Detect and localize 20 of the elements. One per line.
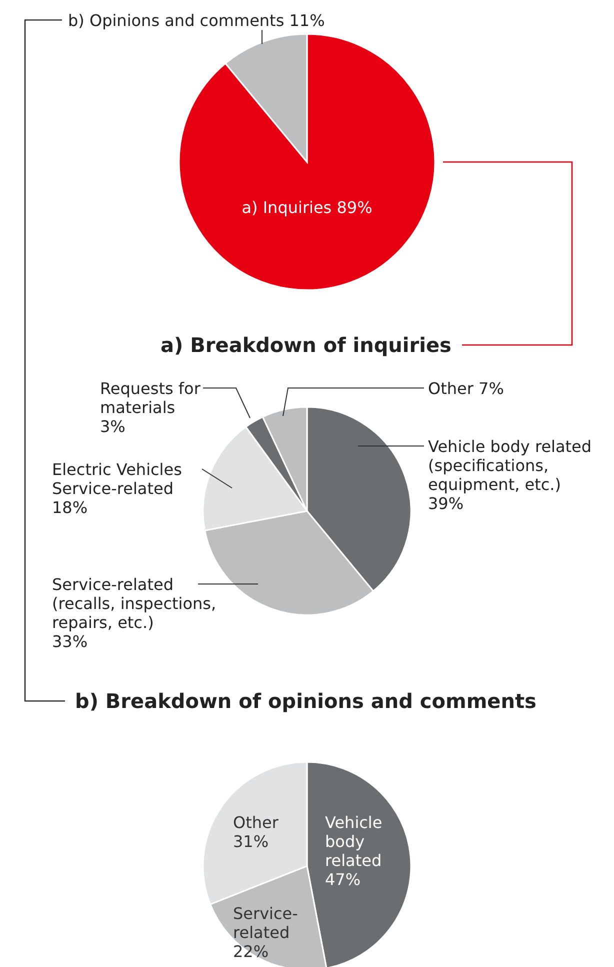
pie-slice — [178, 33, 436, 291]
data-label: 31% — [233, 832, 269, 851]
chart-title: b) Breakdown of opinions and comments — [75, 689, 536, 713]
slice-label: b) Opinions and comments 11% — [68, 11, 325, 30]
data-label: 22% — [233, 942, 269, 961]
slice-label: Vehicle body related (specifications, equipment, etc.) — [428, 437, 592, 494]
slice-label: Other — [233, 813, 279, 832]
data-label: 39% — [428, 494, 464, 513]
slice-label: a) Inquiries 89% — [242, 198, 372, 217]
slice-label: Vehicle body related — [325, 813, 382, 870]
slice-label: Service- related — [233, 904, 298, 942]
slice-label: Electric Vehicles Service-related — [52, 460, 182, 498]
data-label: 18% — [52, 498, 88, 517]
data-label: 3% — [100, 417, 126, 436]
data-label: 33% — [52, 632, 88, 651]
slice-label: Requests for materials — [100, 379, 201, 417]
slice-label: Service-related (recalls, inspections, repairs, etc.) — [52, 575, 216, 632]
slice-label: Other 7% — [428, 379, 504, 398]
chart-title: a) Breakdown of inquiries — [160, 333, 452, 357]
data-label: 47% — [325, 870, 361, 889]
